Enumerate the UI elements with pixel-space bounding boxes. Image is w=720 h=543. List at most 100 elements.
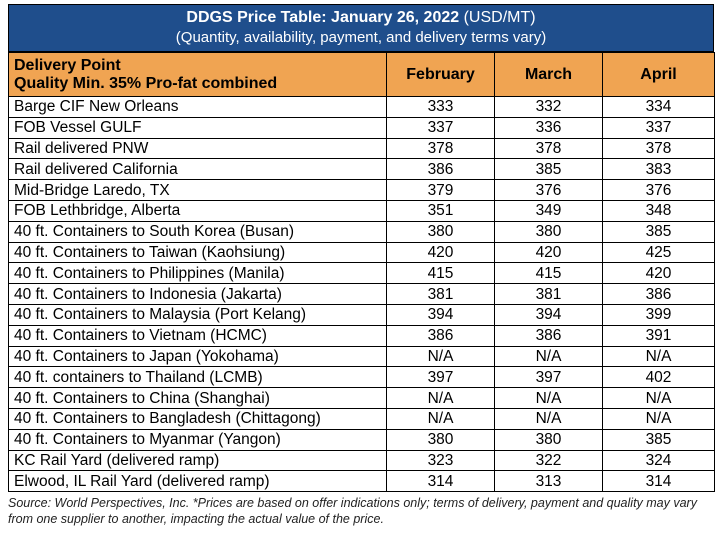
table-row: 40 ft. Containers to Myanmar (Yangon) 380… <box>8 428 715 451</box>
delivery-point-cell: Rail delivered PNW <box>8 137 387 160</box>
delivery-point-cell: Mid-Bridge Laredo, TX <box>8 179 387 201</box>
price-cell-april: 378 <box>602 137 715 160</box>
table-title-bar: DDGS Price Table: January 26, 2022 (USD/… <box>8 4 714 52</box>
price-cell-april: 324 <box>602 449 715 472</box>
price-cell-february: 351 <box>386 199 495 222</box>
price-cell-february: 386 <box>386 158 495 181</box>
price-cell-april: 314 <box>602 470 715 493</box>
price-cell-february: N/A <box>386 407 495 430</box>
table-row: 40 ft. Containers to Bangladesh (Chittag… <box>8 407 715 430</box>
price-cell-february: 394 <box>386 303 495 326</box>
price-cell-february: 386 <box>386 324 495 347</box>
delivery-point-cell: FOB Lethbridge, Alberta <box>8 199 387 222</box>
quality-label: Quality Min. 35% Pro-fat combined <box>14 74 278 92</box>
price-cell-march: 380 <box>494 220 603 243</box>
table-title: DDGS Price Table: January 26, 2022 (USD/… <box>9 8 713 28</box>
table-row: FOB Lethbridge, Alberta 351 349 348 <box>8 199 715 222</box>
month-header-february: February <box>386 52 495 97</box>
price-cell-march: 378 <box>494 137 603 160</box>
price-cell-march: 349 <box>494 199 603 222</box>
price-cell-march: N/A <box>494 345 603 368</box>
table-row: 40 ft. Containers to Malaysia (Port Kela… <box>8 303 715 326</box>
delivery-point-cell: 40 ft. Containers to Bangladesh (Chittag… <box>8 407 387 430</box>
price-cell-april: 376 <box>602 179 715 201</box>
delivery-point-cell: FOB Vessel GULF <box>8 116 387 139</box>
delivery-point-header: Delivery Point Quality Min. 35% Pro-fat … <box>8 52 387 97</box>
price-cell-april: 391 <box>602 324 715 347</box>
table-row: KC Rail Yard (delivered ramp) 323 322 324 <box>8 449 715 472</box>
price-cell-february: 380 <box>386 220 495 243</box>
price-cell-april: 420 <box>602 262 715 285</box>
delivery-point-cell: 40 ft. Containers to Taiwan (Kaohsiung) <box>8 241 387 264</box>
price-cell-march: 385 <box>494 158 603 181</box>
price-cell-february: N/A <box>386 387 495 409</box>
price-cell-march: 381 <box>494 283 603 305</box>
table-subtitle: (Quantity, availability, payment, and de… <box>175 29 547 46</box>
table-row: Mid-Bridge Laredo, TX 379 376 376 <box>8 179 715 201</box>
price-cell-march: 420 <box>494 241 603 264</box>
source-note: Source: World Perspectives, Inc. *Prices… <box>8 496 697 527</box>
delivery-point-cell: Elwood, IL Rail Yard (delivered ramp) <box>8 470 387 493</box>
table-row: 40 ft. containers to Thailand (LCMB) 397 3… <box>8 366 715 389</box>
price-cell-february: 381 <box>386 283 495 305</box>
price-cell-february: 379 <box>386 179 495 201</box>
price-cell-april: 399 <box>602 303 715 326</box>
month-header-march: March <box>494 52 603 97</box>
price-cell-march: 386 <box>494 324 603 347</box>
table-row: Rail delivered California 386 385 383 <box>8 158 715 181</box>
price-cell-march: N/A <box>494 407 603 430</box>
table-row: 40 ft. Containers to Japan (Yokohama) N/A… <box>8 345 715 368</box>
month-header-april: April <box>602 52 715 97</box>
price-cell-february: 415 <box>386 262 495 285</box>
price-cell-march: 415 <box>494 262 603 285</box>
table-row: 40 ft. Containers to South Korea (Busan)… <box>8 220 715 243</box>
delivery-point-cell: 40 ft. Containers to Myanmar (Yangon) <box>8 428 387 451</box>
delivery-point-cell: Barge CIF New Orleans <box>8 96 387 118</box>
price-cell-february: 337 <box>386 116 495 139</box>
table-row: 40 ft. Containers to Taiwan (Kaohsiung) 4… <box>8 241 715 264</box>
delivery-point-cell: 40 ft. Containers to Malaysia (Port Kela… <box>8 303 387 326</box>
price-table-container: DDGS Price Table: January 26, 2022 (USD/… <box>8 4 715 527</box>
table-row: Rail delivered PNW 378 378 378 <box>8 137 715 160</box>
price-cell-february: 323 <box>386 449 495 472</box>
price-cell-february: 420 <box>386 241 495 264</box>
delivery-point-cell: KC Rail Yard (delivered ramp) <box>8 449 387 472</box>
price-cell-march: 380 <box>494 428 603 451</box>
price-cell-march: 336 <box>494 116 603 139</box>
price-cell-april: 402 <box>602 366 715 389</box>
table-row: 40 ft. Containers to China (Shanghai) N/A… <box>8 387 715 409</box>
price-cell-april: 334 <box>602 96 715 118</box>
price-cell-march: 397 <box>494 366 603 389</box>
title-main: DDGS Price Table: January 26, 2022 <box>186 9 460 26</box>
table-row: 40 ft. Containers to Vietnam (HCMC) 386 38… <box>8 324 715 347</box>
price-cell-april: 385 <box>602 220 715 243</box>
table-row: 40 ft. Containers to Indonesia (Jakarta)… <box>8 283 715 305</box>
delivery-point-cell: 40 ft. containers to Thailand (LCMB) <box>8 366 387 389</box>
price-cell-april: N/A <box>602 407 715 430</box>
delivery-point-cell: 40 ft. Containers to China (Shanghai) <box>8 387 387 409</box>
price-cell-march: 313 <box>494 470 603 493</box>
delivery-point-cell: 40 ft. Containers to Indonesia (Jakarta) <box>8 283 387 305</box>
price-cell-february: 333 <box>386 96 495 118</box>
price-cell-april: 348 <box>602 199 715 222</box>
title-unit: (USD/MT) <box>463 9 536 26</box>
price-cell-march: 322 <box>494 449 603 472</box>
price-cell-march: 332 <box>494 96 603 118</box>
delivery-point-cell: 40 ft. Containers to Japan (Yokohama) <box>8 345 387 368</box>
delivery-point-cell: 40 ft. Containers to South Korea (Busan) <box>8 220 387 243</box>
price-cell-april: N/A <box>602 345 715 368</box>
header-row: Delivery Point Quality Min. 35% Pro-fat … <box>8 52 715 97</box>
price-cell-february: 314 <box>386 470 495 493</box>
price-cell-march: 394 <box>494 303 603 326</box>
table-body: Barge CIF New Orleans 333 332 334 FOB Vessel… <box>8 96 715 493</box>
delivery-point-cell: 40 ft. Containers to Vietnam (HCMC) <box>8 324 387 347</box>
price-table: Delivery Point Quality Min. 35% Pro-fat … <box>8 52 715 493</box>
price-cell-march: N/A <box>494 387 603 409</box>
price-cell-february: 378 <box>386 137 495 160</box>
price-cell-april: 425 <box>602 241 715 264</box>
price-cell-april: 385 <box>602 428 715 451</box>
price-cell-march: 376 <box>494 179 603 201</box>
price-cell-april: N/A <box>602 387 715 409</box>
price-cell-february: 380 <box>386 428 495 451</box>
price-cell-february: N/A <box>386 345 495 368</box>
